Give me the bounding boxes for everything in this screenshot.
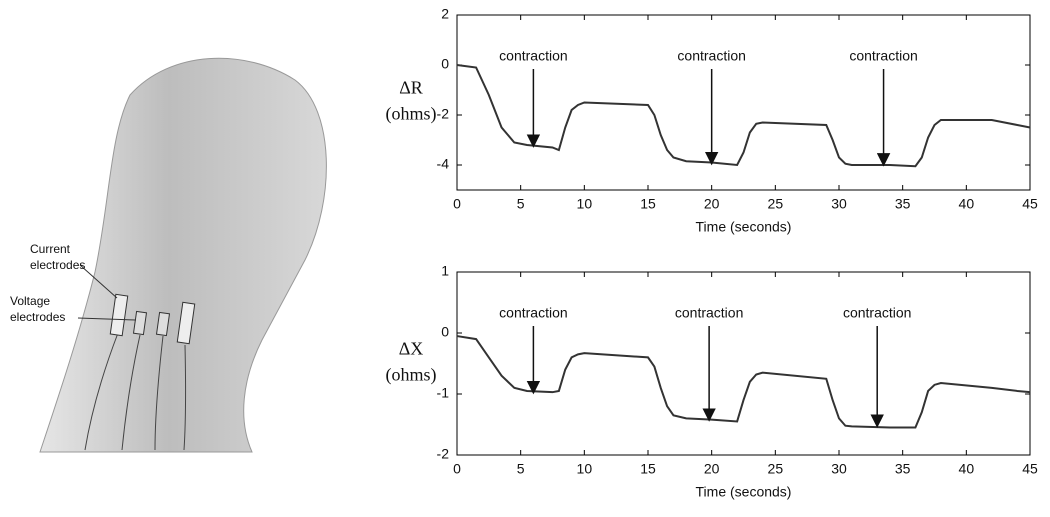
x-tick-label: 5 [517,196,525,212]
x-axis-label: Time (seconds) [696,484,792,500]
y-axis-label: ΔR [399,78,423,98]
electrode [155,311,171,337]
x-tick-label: 15 [640,196,656,212]
y-tick-label: -4 [437,156,450,172]
x-tick-label: 40 [959,196,975,212]
y-tick-label: 0 [441,56,449,72]
x-tick-label: 10 [577,196,593,212]
data-line [456,335,1031,429]
x-tick-label: 5 [517,461,525,477]
y-tick-label: 0 [441,324,449,340]
x-tick-label: 10 [577,461,593,477]
annotation: contraction [499,305,567,321]
arm [39,57,327,453]
x-tick-label: 40 [959,461,975,477]
x-tick-label: 20 [704,196,720,212]
annotation: contraction [849,48,917,64]
y-tick-label: -2 [437,446,450,462]
plot-frame [456,14,1031,191]
plot-frame [456,271,1031,456]
x-tick-label: 25 [768,196,784,212]
label: Voltage [10,294,50,308]
y-axis-label: (ohms) [386,365,437,386]
label: electrodes [10,310,65,324]
x-tick-label: 0 [453,196,461,212]
arm-illustration: Current electrodes Voltage electrodes [10,57,327,453]
x-tick-label: 0 [453,461,461,477]
x-tick-label: 20 [704,461,720,477]
y-axis-label: (ohms) [386,104,437,125]
x-tick-label: 25 [768,461,784,477]
x-tick-label: 15 [640,461,656,477]
annotation: contraction [677,48,745,64]
annotation: contraction [499,48,567,64]
electrode [176,301,196,345]
x-tick-label: 35 [895,196,911,212]
y-tick-label: 2 [441,6,449,22]
electrode [109,293,129,337]
y-tick-label: 1 [441,263,449,279]
x-tick-label: 45 [1022,196,1038,212]
label: electrodes [30,258,85,272]
annotation: contraction [843,305,911,321]
y-tick-label: -2 [437,106,450,122]
data-line [456,64,1031,168]
x-tick-label: 45 [1022,461,1038,477]
pointer-line [79,264,118,299]
label: Current [30,242,71,256]
x-tick-label: 35 [895,461,911,477]
x-tick-label: 30 [831,196,847,212]
y-axis-label: ΔX [399,339,424,359]
electrode [132,310,148,336]
pointer-line [77,317,137,321]
x-tick-label: 30 [831,461,847,477]
wire [84,332,187,451]
x-axis-label: Time (seconds) [696,219,792,235]
y-tick-label: -1 [437,385,450,401]
annotation: contraction [675,305,743,321]
